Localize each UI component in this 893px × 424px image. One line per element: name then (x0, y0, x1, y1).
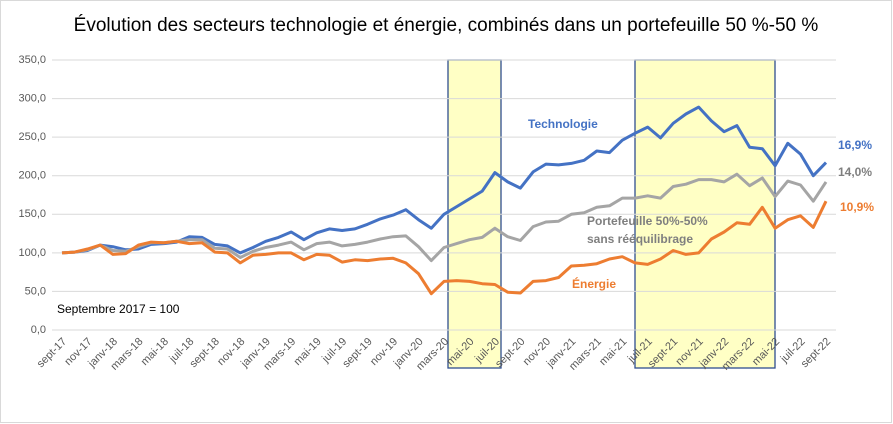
annotation: Septembre 2017 = 100 (57, 302, 180, 316)
end-label: 14,0% (838, 165, 872, 179)
chart-title: Évolution des secteurs technologie et én… (74, 15, 819, 36)
y-tick-label: 100,0 (18, 247, 46, 259)
y-tick-label: 0,0 (31, 324, 46, 336)
y-tick-label: 50,0 (25, 285, 46, 297)
annotation: Énergie (572, 276, 616, 291)
series-line (61, 105, 828, 255)
y-tick-label: 150,0 (18, 208, 46, 220)
y-tick-label: 300,0 (18, 92, 46, 104)
end-label: 10,9% (840, 200, 874, 214)
end-label: 16,9% (838, 138, 872, 152)
annotation: sans rééquilibrage (587, 232, 693, 246)
annotation: Portefeuille 50%-50% (587, 214, 708, 228)
series-line (61, 172, 828, 263)
y-tick-label: 250,0 (18, 131, 46, 143)
y-tick-label: 200,0 (18, 170, 46, 182)
y-tick-label: 350,0 (18, 54, 46, 66)
annotation: Technologie (528, 117, 598, 131)
series-line (61, 200, 828, 296)
